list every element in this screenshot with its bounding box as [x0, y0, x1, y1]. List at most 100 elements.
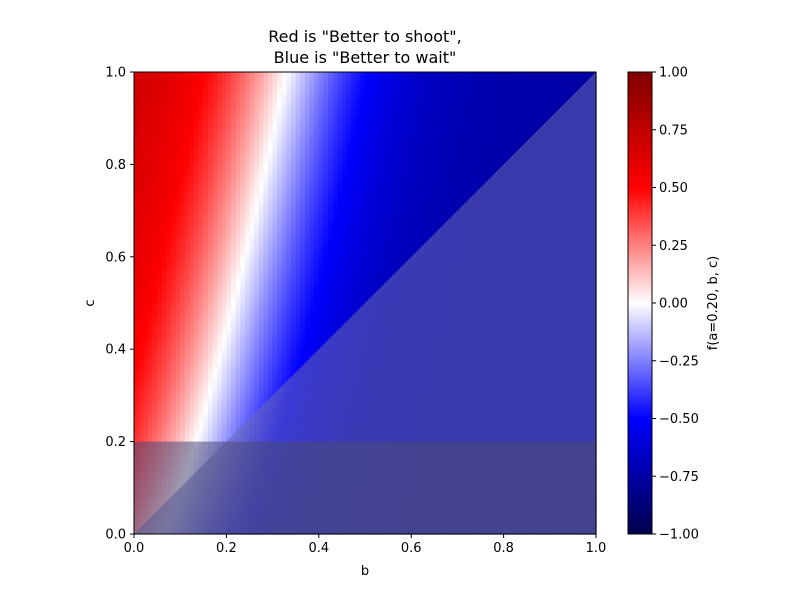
heatmap-cell — [134, 423, 140, 429]
heatmap-cell — [157, 367, 163, 373]
heatmap-cell — [254, 238, 260, 244]
heatmap-cell — [304, 321, 311, 327]
heatmap-cell — [314, 72, 320, 78]
heatmap-cell — [323, 233, 329, 239]
heatmap-cell — [138, 178, 144, 184]
heatmap-cell — [166, 150, 172, 156]
heatmap-cell — [207, 395, 214, 401]
heatmap-cell — [212, 229, 218, 235]
heatmap-cell — [231, 386, 237, 392]
heatmap-cell — [263, 289, 269, 295]
heatmap-cell — [258, 132, 264, 138]
heatmap-cell — [147, 418, 154, 424]
heatmap-cell — [300, 335, 306, 341]
heatmap-cell — [161, 395, 167, 401]
heatmap-cell — [147, 307, 154, 313]
heatmap-cell — [194, 284, 200, 290]
heatmap-cell — [143, 386, 149, 392]
heatmap-cell — [212, 108, 218, 115]
heatmap-cell — [217, 298, 223, 304]
heatmap-cell — [272, 99, 278, 105]
heatmap-cell — [203, 326, 209, 332]
heatmap-cell — [341, 192, 348, 198]
heatmap-cell — [175, 187, 181, 193]
heatmap-cell — [180, 270, 186, 276]
heatmap-cell — [323, 279, 329, 286]
heatmap-cell — [300, 353, 306, 360]
heatmap-cell — [263, 104, 269, 110]
heatmap-cell — [157, 339, 163, 346]
heatmap-cell — [194, 192, 200, 198]
heatmap-cell — [152, 275, 158, 281]
heatmap-cell — [249, 187, 255, 193]
heatmap-cell — [134, 90, 140, 96]
heatmap-cell — [170, 215, 177, 221]
heatmap-cell — [291, 242, 297, 249]
heatmap-cell — [346, 104, 352, 110]
heatmap-cell — [161, 344, 167, 350]
heatmap-cell — [258, 210, 264, 216]
heatmap-cell — [314, 108, 320, 115]
heatmap-cell — [203, 432, 209, 438]
heatmap-cell — [295, 307, 301, 313]
heatmap-cell — [263, 192, 269, 198]
heatmap-cell — [170, 372, 177, 378]
heatmap-cell — [143, 270, 149, 276]
heatmap-cell — [207, 113, 214, 119]
heatmap-cell — [207, 256, 214, 263]
heatmap-cell — [184, 127, 191, 133]
heatmap-cell — [318, 233, 325, 239]
heatmap-cell — [217, 307, 223, 313]
heatmap-cell — [318, 187, 325, 193]
heatmap-cell — [207, 127, 214, 133]
heatmap-cell — [258, 108, 264, 115]
heatmap-cell — [291, 284, 297, 290]
heatmap-cell — [184, 353, 191, 360]
heatmap-cell — [161, 127, 167, 133]
heatmap-cell — [244, 307, 251, 313]
heatmap-cell — [318, 289, 325, 295]
heatmap-cell — [240, 252, 246, 258]
heatmap-cell — [161, 284, 167, 290]
heatmap-cell — [355, 104, 361, 110]
heatmap-cell — [309, 307, 315, 313]
heatmap-cell — [175, 242, 181, 249]
heatmap-cell — [207, 344, 214, 350]
heatmap-cell — [244, 187, 251, 193]
heatmap-cell — [207, 187, 214, 193]
heatmap-cell — [143, 182, 149, 189]
heatmap-cell — [143, 159, 149, 165]
heatmap-cell — [337, 205, 343, 212]
heatmap-cell — [291, 141, 297, 147]
heatmap-cell — [157, 145, 163, 152]
heatmap-cell — [152, 224, 158, 230]
heatmap-cell — [143, 95, 149, 101]
heatmap-cell — [189, 108, 195, 115]
heatmap-cell — [203, 358, 209, 364]
heatmap-cell — [170, 169, 177, 175]
heatmap-cell — [341, 252, 348, 258]
heatmap-cell — [170, 178, 177, 184]
heatmap-cell — [212, 381, 218, 387]
heatmap-cell — [231, 427, 237, 433]
heatmap-cell — [175, 256, 181, 263]
heatmap-cell — [249, 113, 255, 119]
heatmap-cell — [304, 215, 311, 221]
heatmap-cell — [254, 247, 260, 253]
heatmap-cell — [295, 293, 301, 299]
heatmap-cell — [184, 418, 191, 424]
heatmap-cell — [161, 233, 167, 239]
heatmap-cell — [189, 173, 195, 179]
heatmap-cell — [235, 381, 241, 387]
heatmap-cell — [244, 182, 251, 189]
heatmap-cell — [180, 127, 186, 133]
heatmap-cell — [194, 196, 200, 202]
heatmap-cell — [184, 423, 191, 429]
heatmap-cell — [300, 155, 306, 161]
heatmap-cell — [170, 321, 177, 327]
heatmap-cell — [244, 321, 251, 327]
heatmap-cell — [254, 339, 260, 346]
heatmap-cell — [180, 178, 186, 184]
heatmap-cell — [207, 358, 214, 364]
heatmap-cell — [240, 224, 246, 230]
